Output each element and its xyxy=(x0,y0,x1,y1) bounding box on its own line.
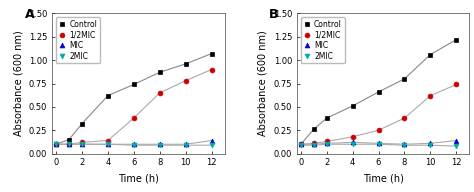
1/2MIC xyxy=(324,140,329,143)
Control xyxy=(428,53,433,56)
Line: 2MIC: 2MIC xyxy=(298,142,459,149)
1/2MIC xyxy=(428,94,433,97)
2MIC xyxy=(324,143,329,145)
Control xyxy=(376,91,382,93)
Control xyxy=(79,122,85,125)
Line: MIC: MIC xyxy=(298,138,459,147)
1/2MIC xyxy=(298,143,304,145)
Control xyxy=(66,138,72,141)
Y-axis label: Absorbance (600 nm): Absorbance (600 nm) xyxy=(258,31,268,136)
1/2MIC xyxy=(131,117,137,119)
MIC xyxy=(350,141,356,144)
1/2MIC xyxy=(183,79,189,82)
Line: Control: Control xyxy=(298,37,459,147)
MIC xyxy=(131,143,137,145)
1/2MIC xyxy=(79,141,85,144)
Control xyxy=(298,143,304,145)
2MIC xyxy=(428,144,433,146)
2MIC xyxy=(376,143,382,145)
Control xyxy=(209,52,214,55)
2MIC xyxy=(350,143,356,145)
MIC xyxy=(183,143,189,145)
2MIC xyxy=(401,144,407,146)
Control xyxy=(311,128,317,130)
2MIC xyxy=(131,144,137,146)
MIC xyxy=(324,142,329,144)
2MIC xyxy=(311,144,317,146)
Control xyxy=(324,117,329,119)
Y-axis label: Absorbance (600 nm): Absorbance (600 nm) xyxy=(13,31,23,136)
Line: MIC: MIC xyxy=(54,138,214,147)
2MIC xyxy=(209,144,214,146)
Control xyxy=(131,83,137,86)
1/2MIC xyxy=(401,117,407,119)
1/2MIC xyxy=(105,139,111,142)
1/2MIC xyxy=(376,129,382,131)
MIC xyxy=(401,143,407,145)
MIC xyxy=(66,143,72,145)
MIC xyxy=(376,142,382,144)
2MIC xyxy=(157,144,163,146)
Control xyxy=(105,94,111,97)
Legend: Control, 1/2MIC, MIC, 2MIC: Control, 1/2MIC, MIC, 2MIC xyxy=(301,17,345,63)
Control xyxy=(401,78,407,80)
MIC xyxy=(79,143,85,145)
2MIC xyxy=(183,144,189,146)
2MIC xyxy=(298,144,304,146)
2MIC xyxy=(454,145,459,147)
2MIC xyxy=(66,143,72,145)
Legend: Control, 1/2MIC, MIC, 2MIC: Control, 1/2MIC, MIC, 2MIC xyxy=(56,17,100,63)
MIC xyxy=(298,143,304,145)
1/2MIC xyxy=(454,83,459,86)
1/2MIC xyxy=(311,142,317,144)
Control xyxy=(350,105,356,107)
X-axis label: Time (h): Time (h) xyxy=(118,173,159,183)
1/2MIC xyxy=(350,136,356,138)
MIC xyxy=(157,143,163,145)
2MIC xyxy=(105,143,111,145)
1/2MIC xyxy=(157,92,163,94)
Line: 1/2MIC: 1/2MIC xyxy=(54,67,214,147)
MIC xyxy=(105,143,111,145)
MIC xyxy=(311,143,317,145)
Line: 2MIC: 2MIC xyxy=(54,142,214,148)
MIC xyxy=(209,139,214,142)
2MIC xyxy=(79,143,85,145)
X-axis label: Time (h): Time (h) xyxy=(363,173,403,183)
Control xyxy=(53,143,59,145)
Text: A: A xyxy=(25,8,34,21)
MIC xyxy=(428,142,433,144)
Line: 1/2MIC: 1/2MIC xyxy=(298,82,459,147)
Line: Control: Control xyxy=(54,51,214,147)
Control xyxy=(454,38,459,41)
MIC xyxy=(53,143,59,145)
1/2MIC xyxy=(53,143,59,145)
MIC xyxy=(454,139,459,142)
2MIC xyxy=(53,143,59,145)
Control xyxy=(157,71,163,74)
Text: B: B xyxy=(269,8,279,21)
Control xyxy=(183,63,189,65)
1/2MIC xyxy=(66,143,72,145)
1/2MIC xyxy=(209,68,214,71)
